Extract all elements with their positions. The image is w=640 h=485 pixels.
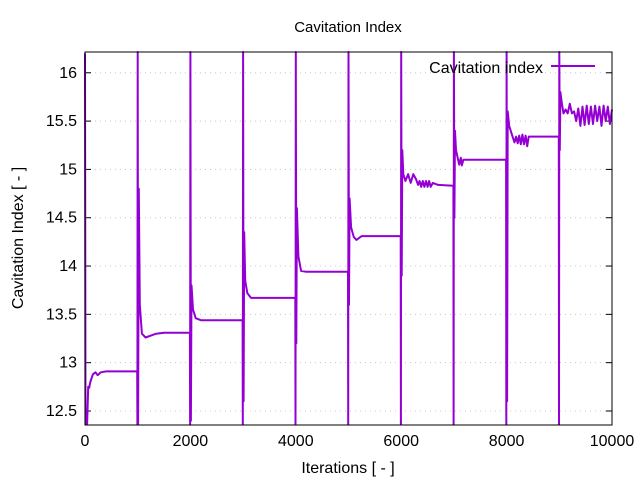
y-tick-label: 15.5: [46, 113, 77, 130]
y-tick-label: 14.5: [46, 210, 77, 227]
y-axis-label: Cavitation Index [ - ]: [10, 167, 27, 309]
y-tick-label: 14: [59, 258, 77, 275]
x-tick-label: 10000: [590, 433, 635, 450]
series-line-cavitation-index: [84, 51, 613, 426]
x-axis-label: Iterations [ - ]: [301, 460, 394, 477]
x-tick-label: 4000: [278, 433, 314, 450]
y-tick-label: 13.5: [46, 306, 77, 323]
series-layer: [84, 51, 613, 426]
y-tick-label: 12.5: [46, 403, 77, 420]
legend: Cavitation index: [429, 60, 595, 77]
axis-ticks: 12.5 13 13.5 14 14.5 15 15.5 16 0 2000 4000 6000 800…: [46, 52, 634, 450]
x-tick-label: 2000: [173, 433, 209, 450]
y-tick-label: 15: [59, 161, 77, 178]
x-tick-label: 6000: [383, 433, 419, 450]
chart-title: Cavitation Index: [294, 19, 402, 36]
y-tick-label: 16: [59, 65, 77, 82]
x-tick-label: 0: [81, 433, 90, 450]
legend-label: Cavitation index: [429, 60, 543, 77]
x-tick-label: 8000: [489, 433, 525, 450]
y-tick-label: 13: [59, 355, 77, 372]
plot-border: [84, 51, 613, 426]
